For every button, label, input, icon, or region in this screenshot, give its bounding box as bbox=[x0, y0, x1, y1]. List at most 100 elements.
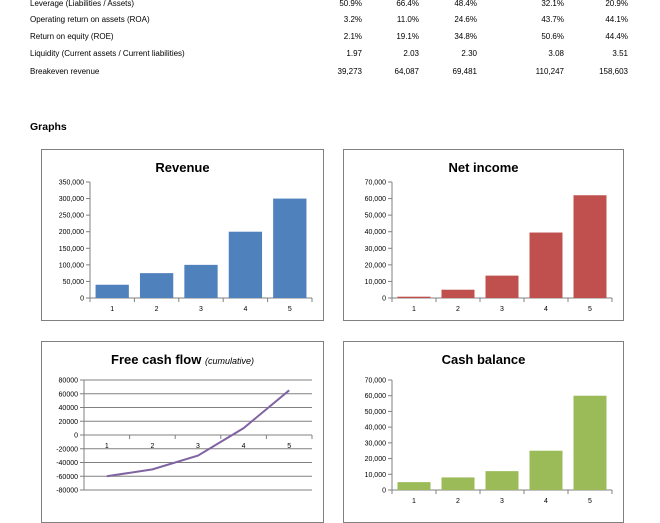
y-tick-label: 300,000 bbox=[59, 196, 84, 203]
bar bbox=[184, 264, 218, 298]
ratio-value: 24.6% bbox=[454, 15, 477, 24]
chart-title: Free cash flow (cumulative) bbox=[111, 352, 254, 367]
x-tick-label: 5 bbox=[588, 306, 592, 313]
y-tick-label: 60,000 bbox=[365, 196, 387, 203]
free-cash-flow-chart-panel: Free cash flow (cumulative) -80000 -60000… bbox=[41, 341, 324, 523]
bar bbox=[397, 482, 431, 490]
bar bbox=[485, 471, 519, 490]
cash-balance-chart-panel: Cash balance 0 10,000 20,000 30,000 40,000 50… bbox=[343, 341, 624, 523]
ratio-value: 69,481 bbox=[452, 67, 477, 76]
bar bbox=[139, 273, 174, 298]
ratio-label: Operating return on assets (ROA) bbox=[30, 15, 150, 24]
ratio-row: Return on equity (ROE) 2.1% 19.1% 34.8% … bbox=[0, 29, 660, 45]
ratio-value: 3.2% bbox=[343, 15, 362, 24]
bar bbox=[441, 477, 475, 490]
free-cash-flow-chart: -80000 -60000 -40000 -20000 0 20000 40000 60000… bbox=[56, 378, 313, 495]
x-tick-label: 1 bbox=[110, 306, 114, 313]
ratio-value: 110,247 bbox=[535, 67, 564, 76]
y-tick-label: -60000 bbox=[56, 474, 78, 481]
ratio-value: 44.4% bbox=[605, 32, 628, 41]
bar bbox=[573, 195, 607, 298]
net-income-chart-panel: Net income 0 10,000 20,000 30,000 40,000 50,0… bbox=[343, 149, 624, 321]
x-tick-label: 3 bbox=[500, 306, 504, 313]
ratio-value: 2.03 bbox=[403, 49, 419, 58]
cash-balance-chart: 0 10,000 20,000 30,000 40,000 50,000 60,000 70,… bbox=[365, 378, 613, 505]
ratio-label: Leverage (Liabilities / Assets) bbox=[30, 0, 135, 8]
y-tick-label: 100,000 bbox=[59, 262, 84, 269]
y-tick-label: -40000 bbox=[56, 460, 78, 467]
ratio-value: 34.8% bbox=[454, 32, 477, 41]
y-tick-label: 30,000 bbox=[365, 440, 387, 447]
ratio-label: Liquidity (Current assets / Current liab… bbox=[30, 49, 185, 58]
y-tick-label: 40,000 bbox=[365, 229, 387, 236]
y-tick-label: 80000 bbox=[59, 378, 79, 385]
ratio-value: 64,087 bbox=[394, 67, 419, 76]
x-tick-label: 5 bbox=[588, 498, 592, 505]
chart-title: Net income bbox=[448, 160, 519, 175]
bar bbox=[485, 275, 519, 298]
ratio-value: 19.1% bbox=[396, 32, 419, 41]
x-tick-label: 3 bbox=[199, 306, 203, 313]
ratio-row: Breakeven revenue 39,273 64,087 69,481 1… bbox=[0, 64, 660, 80]
ratio-value: 48.4% bbox=[454, 0, 477, 8]
y-tick-label: 50,000 bbox=[365, 213, 387, 220]
y-tick-label: 10,000 bbox=[365, 472, 387, 479]
y-tick-label: 350,000 bbox=[59, 180, 84, 187]
x-tick-label: 4 bbox=[242, 443, 246, 450]
y-tick-label: 70,000 bbox=[365, 180, 387, 187]
x-tick-label: 1 bbox=[105, 443, 109, 450]
y-tick-label: 40,000 bbox=[365, 425, 387, 432]
y-tick-label: 20,000 bbox=[365, 262, 387, 269]
x-tick-label: 4 bbox=[243, 306, 247, 313]
y-tick-label: 0 bbox=[74, 433, 78, 440]
y-tick-label: 50,000 bbox=[63, 279, 85, 286]
bar bbox=[95, 284, 129, 298]
x-tick-label: 2 bbox=[155, 306, 159, 313]
ratio-value: 1.97 bbox=[346, 49, 362, 58]
y-tick-label: 0 bbox=[382, 488, 386, 495]
section-title: Graphs bbox=[30, 121, 67, 133]
ratio-label: Return on equity (ROE) bbox=[30, 32, 114, 41]
x-tick-label: 5 bbox=[287, 443, 291, 450]
ratio-value: 158,603 bbox=[599, 67, 628, 76]
bar bbox=[397, 296, 431, 298]
x-tick-label: 2 bbox=[456, 306, 460, 313]
y-tick-label: 30,000 bbox=[365, 246, 387, 253]
series-line bbox=[106, 389, 290, 478]
ratio-value: 3.51 bbox=[612, 49, 628, 58]
y-tick-label: 60000 bbox=[59, 391, 79, 398]
y-tick-label: 0 bbox=[80, 296, 84, 303]
ratio-value: 2.1% bbox=[343, 32, 362, 41]
y-tick-label: 40000 bbox=[59, 405, 79, 412]
ratio-row: Leverage (Liabilities / Assets) 50.9% 66… bbox=[0, 0, 660, 12]
bar bbox=[529, 450, 563, 490]
ratio-value: 32.1% bbox=[541, 0, 564, 8]
ratio-value: 66.4% bbox=[396, 0, 419, 8]
bar bbox=[273, 198, 307, 298]
bar bbox=[441, 289, 475, 298]
ratio-value: 39,273 bbox=[337, 67, 362, 76]
y-tick-label: 0 bbox=[382, 296, 386, 303]
y-tick-label: 20,000 bbox=[365, 456, 387, 463]
ratio-row: Operating return on assets (ROA) 3.2% 11… bbox=[0, 12, 660, 28]
ratio-value: 44.1% bbox=[605, 15, 628, 24]
revenue-chart: 0 50,000 100,000 150,000 200,000 250,000 300,0… bbox=[59, 180, 313, 313]
x-tick-label: 4 bbox=[544, 306, 548, 313]
ratio-value: 3.08 bbox=[548, 49, 564, 58]
bar bbox=[573, 395, 607, 490]
bar bbox=[228, 231, 263, 298]
x-tick-label: 2 bbox=[456, 498, 460, 505]
y-tick-label: 200,000 bbox=[59, 229, 84, 236]
x-tick-label: 3 bbox=[196, 443, 200, 450]
x-tick-label: 4 bbox=[544, 498, 548, 505]
ratio-value: 50.6% bbox=[541, 32, 564, 41]
y-tick-label: 70,000 bbox=[365, 378, 387, 385]
ratio-value: 43.7% bbox=[541, 15, 564, 24]
bar bbox=[529, 232, 563, 298]
ratio-value: 50.9% bbox=[339, 0, 362, 8]
ratio-value: 20.9% bbox=[605, 0, 628, 8]
y-tick-label: 10,000 bbox=[365, 279, 387, 286]
x-tick-label: 3 bbox=[500, 498, 504, 505]
net-income-chart: 0 10,000 20,000 30,000 40,000 50,000 60,000 70,… bbox=[365, 180, 613, 313]
ratio-value: 11.0% bbox=[396, 15, 419, 24]
